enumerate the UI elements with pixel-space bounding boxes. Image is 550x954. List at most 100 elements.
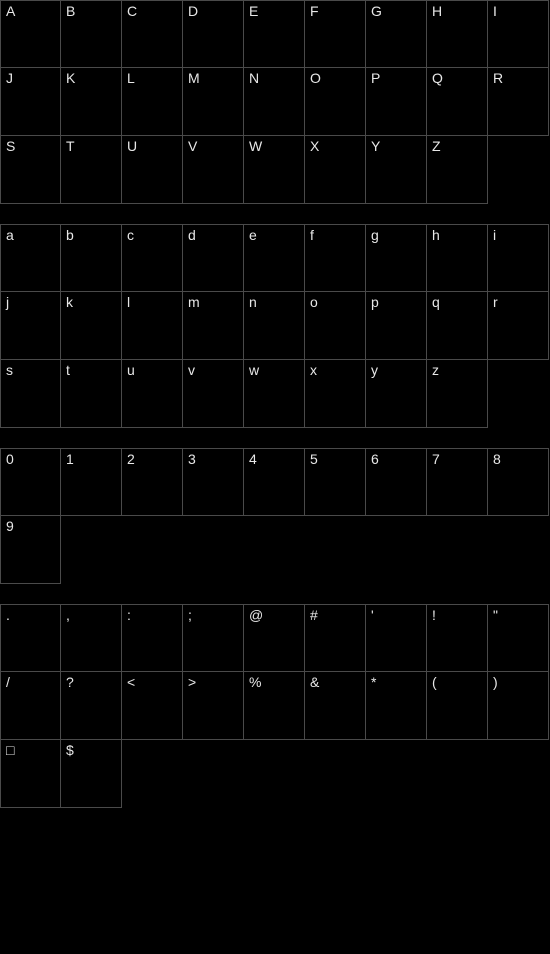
glyph-cell: *	[366, 672, 427, 740]
glyph: d	[188, 228, 196, 242]
glyph: 7	[432, 452, 440, 466]
glyph-cell: U	[122, 136, 183, 204]
glyph: S	[6, 139, 15, 153]
glyph: 3	[188, 452, 196, 466]
row: S T U V W X Y Z	[0, 136, 550, 204]
glyph: X	[310, 139, 319, 153]
glyph: t	[66, 363, 70, 377]
glyph: □	[6, 743, 14, 757]
glyph: n	[249, 295, 257, 309]
glyph: w	[249, 363, 259, 377]
glyph: ,	[66, 608, 70, 622]
glyph-cell: c	[122, 224, 183, 292]
glyph: B	[66, 4, 75, 18]
glyph-cell: q	[427, 292, 488, 360]
glyph-cell: >	[183, 672, 244, 740]
glyph-cell: 4	[244, 448, 305, 516]
row: 9	[0, 516, 550, 584]
glyph-cell: r	[488, 292, 549, 360]
glyph-cell: R	[488, 68, 549, 136]
glyph-cell: k	[61, 292, 122, 360]
glyph-cell: I	[488, 0, 549, 68]
glyph-cell: @	[244, 604, 305, 672]
glyph: 1	[66, 452, 74, 466]
glyph-cell: g	[366, 224, 427, 292]
glyph-cell: 1	[61, 448, 122, 516]
row: j k l m n o p q r	[0, 292, 550, 360]
glyph: l	[127, 295, 130, 309]
glyph: k	[66, 295, 73, 309]
section-uppercase: A B C D E F G H I	[0, 0, 550, 68]
glyph-cell: y	[366, 360, 427, 428]
glyph-cell: !	[427, 604, 488, 672]
glyph-cell: 7	[427, 448, 488, 516]
glyph: v	[188, 363, 195, 377]
glyph-cell: w	[244, 360, 305, 428]
glyph: 4	[249, 452, 257, 466]
glyph: /	[6, 675, 10, 689]
glyph: y	[371, 363, 378, 377]
glyph-cell: %	[244, 672, 305, 740]
section-gap	[0, 204, 550, 224]
glyph: W	[249, 139, 262, 153]
glyph-cell: e	[244, 224, 305, 292]
glyph-cell: x	[305, 360, 366, 428]
glyph: g	[371, 228, 379, 242]
glyph-cell: h	[427, 224, 488, 292]
glyph: K	[66, 71, 75, 85]
glyph: ?	[66, 675, 74, 689]
glyph: b	[66, 228, 74, 242]
glyph-cell: S	[0, 136, 61, 204]
glyph-cell: u	[122, 360, 183, 428]
glyph-cell: 5	[305, 448, 366, 516]
glyph: %	[249, 675, 261, 689]
glyph-cell: 6	[366, 448, 427, 516]
glyph-cell: :	[122, 604, 183, 672]
glyph: O	[310, 71, 321, 85]
glyph: i	[493, 228, 496, 242]
glyph: !	[432, 608, 436, 622]
glyph: M	[188, 71, 200, 85]
glyph: E	[249, 4, 258, 18]
glyph-cell: P	[366, 68, 427, 136]
glyph: r	[493, 295, 498, 309]
glyph: e	[249, 228, 257, 242]
glyph-cell: p	[366, 292, 427, 360]
glyph: 2	[127, 452, 135, 466]
glyph-cell: H	[427, 0, 488, 68]
glyph-cell: t	[61, 360, 122, 428]
glyph: H	[432, 4, 442, 18]
glyph-cell: o	[305, 292, 366, 360]
glyph-cell: T	[61, 136, 122, 204]
section-gap	[0, 584, 550, 604]
glyph-cell: b	[61, 224, 122, 292]
glyph: ;	[188, 608, 192, 622]
glyph: x	[310, 363, 317, 377]
glyph: N	[249, 71, 259, 85]
glyph: Y	[371, 139, 380, 153]
row: J K L M N O P Q R	[0, 68, 550, 136]
glyph: (	[432, 675, 437, 689]
glyph: )	[493, 675, 498, 689]
glyph: J	[6, 71, 13, 85]
glyph: <	[127, 675, 135, 689]
glyph-cell: Z	[427, 136, 488, 204]
glyph: s	[6, 363, 13, 377]
glyph-cell: G	[366, 0, 427, 68]
glyph-cell: "	[488, 604, 549, 672]
glyph: '	[371, 608, 374, 622]
glyph: h	[432, 228, 440, 242]
glyph: T	[66, 139, 75, 153]
glyph-cell: N	[244, 68, 305, 136]
glyph-cell: $	[61, 740, 122, 808]
glyph-cell: X	[305, 136, 366, 204]
glyph-cell: #	[305, 604, 366, 672]
section-punct: . , : ; @ # ' ! "	[0, 604, 550, 672]
glyph: "	[493, 608, 498, 622]
glyph: 0	[6, 452, 14, 466]
glyph: p	[371, 295, 379, 309]
glyph: L	[127, 71, 135, 85]
glyph-cell: 2	[122, 448, 183, 516]
section-gap	[0, 428, 550, 448]
glyph: z	[432, 363, 439, 377]
